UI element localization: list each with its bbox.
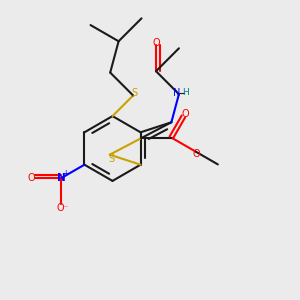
Text: S: S	[108, 154, 114, 164]
Text: O: O	[152, 38, 160, 48]
Text: ⁻: ⁻	[63, 204, 67, 213]
Text: H: H	[182, 88, 189, 97]
Text: N: N	[173, 88, 180, 98]
Text: S: S	[132, 88, 138, 98]
Text: O: O	[28, 172, 35, 183]
Text: +: +	[62, 169, 69, 178]
Text: O: O	[181, 110, 189, 119]
Text: N: N	[57, 172, 66, 183]
Text: O: O	[57, 203, 64, 213]
Text: O: O	[192, 149, 200, 159]
